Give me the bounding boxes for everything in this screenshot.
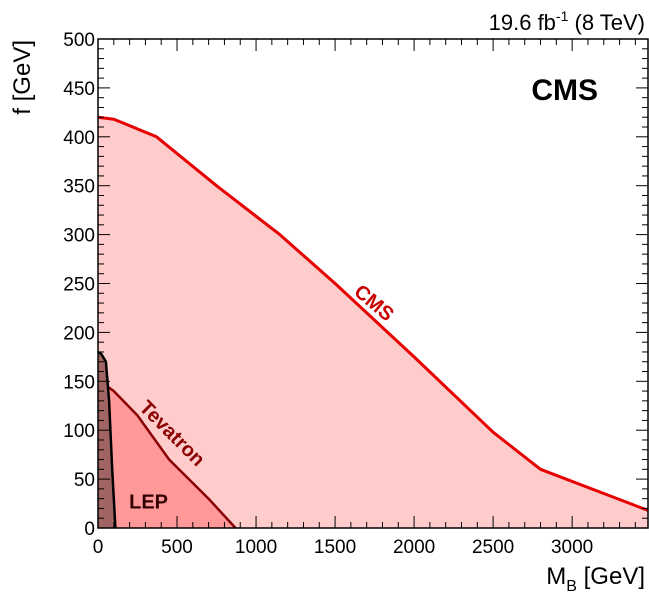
y-tick-label: 300: [63, 226, 95, 247]
y-tick-label: 500: [63, 30, 95, 51]
y-tick-label: 450: [63, 79, 95, 100]
y-tick-label: 350: [63, 177, 95, 198]
tevatron-boundary-line: [97, 378, 237, 529]
x-tick-label: 1500: [314, 537, 356, 558]
x-axis-title: MB [GeV]: [546, 563, 645, 593]
tevatron-excluded-area: [98, 379, 236, 528]
x-tick-label: 2000: [393, 537, 435, 558]
y-axis-title: f [GeV]: [9, 40, 36, 115]
y-tick-label: 100: [63, 421, 95, 442]
cms-boundary-line: [97, 115, 649, 512]
luminosity-label: 19.6 fb-1 (8 TeV): [489, 8, 645, 35]
cms-logo: CMS: [531, 74, 598, 107]
exclusion-regions: [97, 115, 649, 529]
y-tick-label: 0: [84, 519, 95, 540]
tick-labels: 0 500 1000 1500 2000 2500 3000 0 50 100 150 200 250 3…: [63, 30, 593, 558]
x-tick-label: 0: [93, 537, 104, 558]
y-tick-label: 200: [63, 323, 95, 344]
axis-ticks: [97, 38, 648, 529]
y-tick-label: 150: [63, 372, 95, 393]
x-tick-label: 1000: [235, 537, 277, 558]
x-tick-label: 2500: [472, 537, 514, 558]
x-tick-label: 3000: [551, 537, 593, 558]
lep-region-label: LEP: [129, 491, 168, 513]
x-tick-label: 500: [161, 537, 193, 558]
y-tick-label: 50: [74, 470, 95, 491]
lep-excluded-area: [98, 352, 116, 528]
y-tick-label: 250: [63, 275, 95, 296]
y-tick-label: 400: [63, 128, 95, 149]
cms-excluded-area: [98, 117, 648, 528]
